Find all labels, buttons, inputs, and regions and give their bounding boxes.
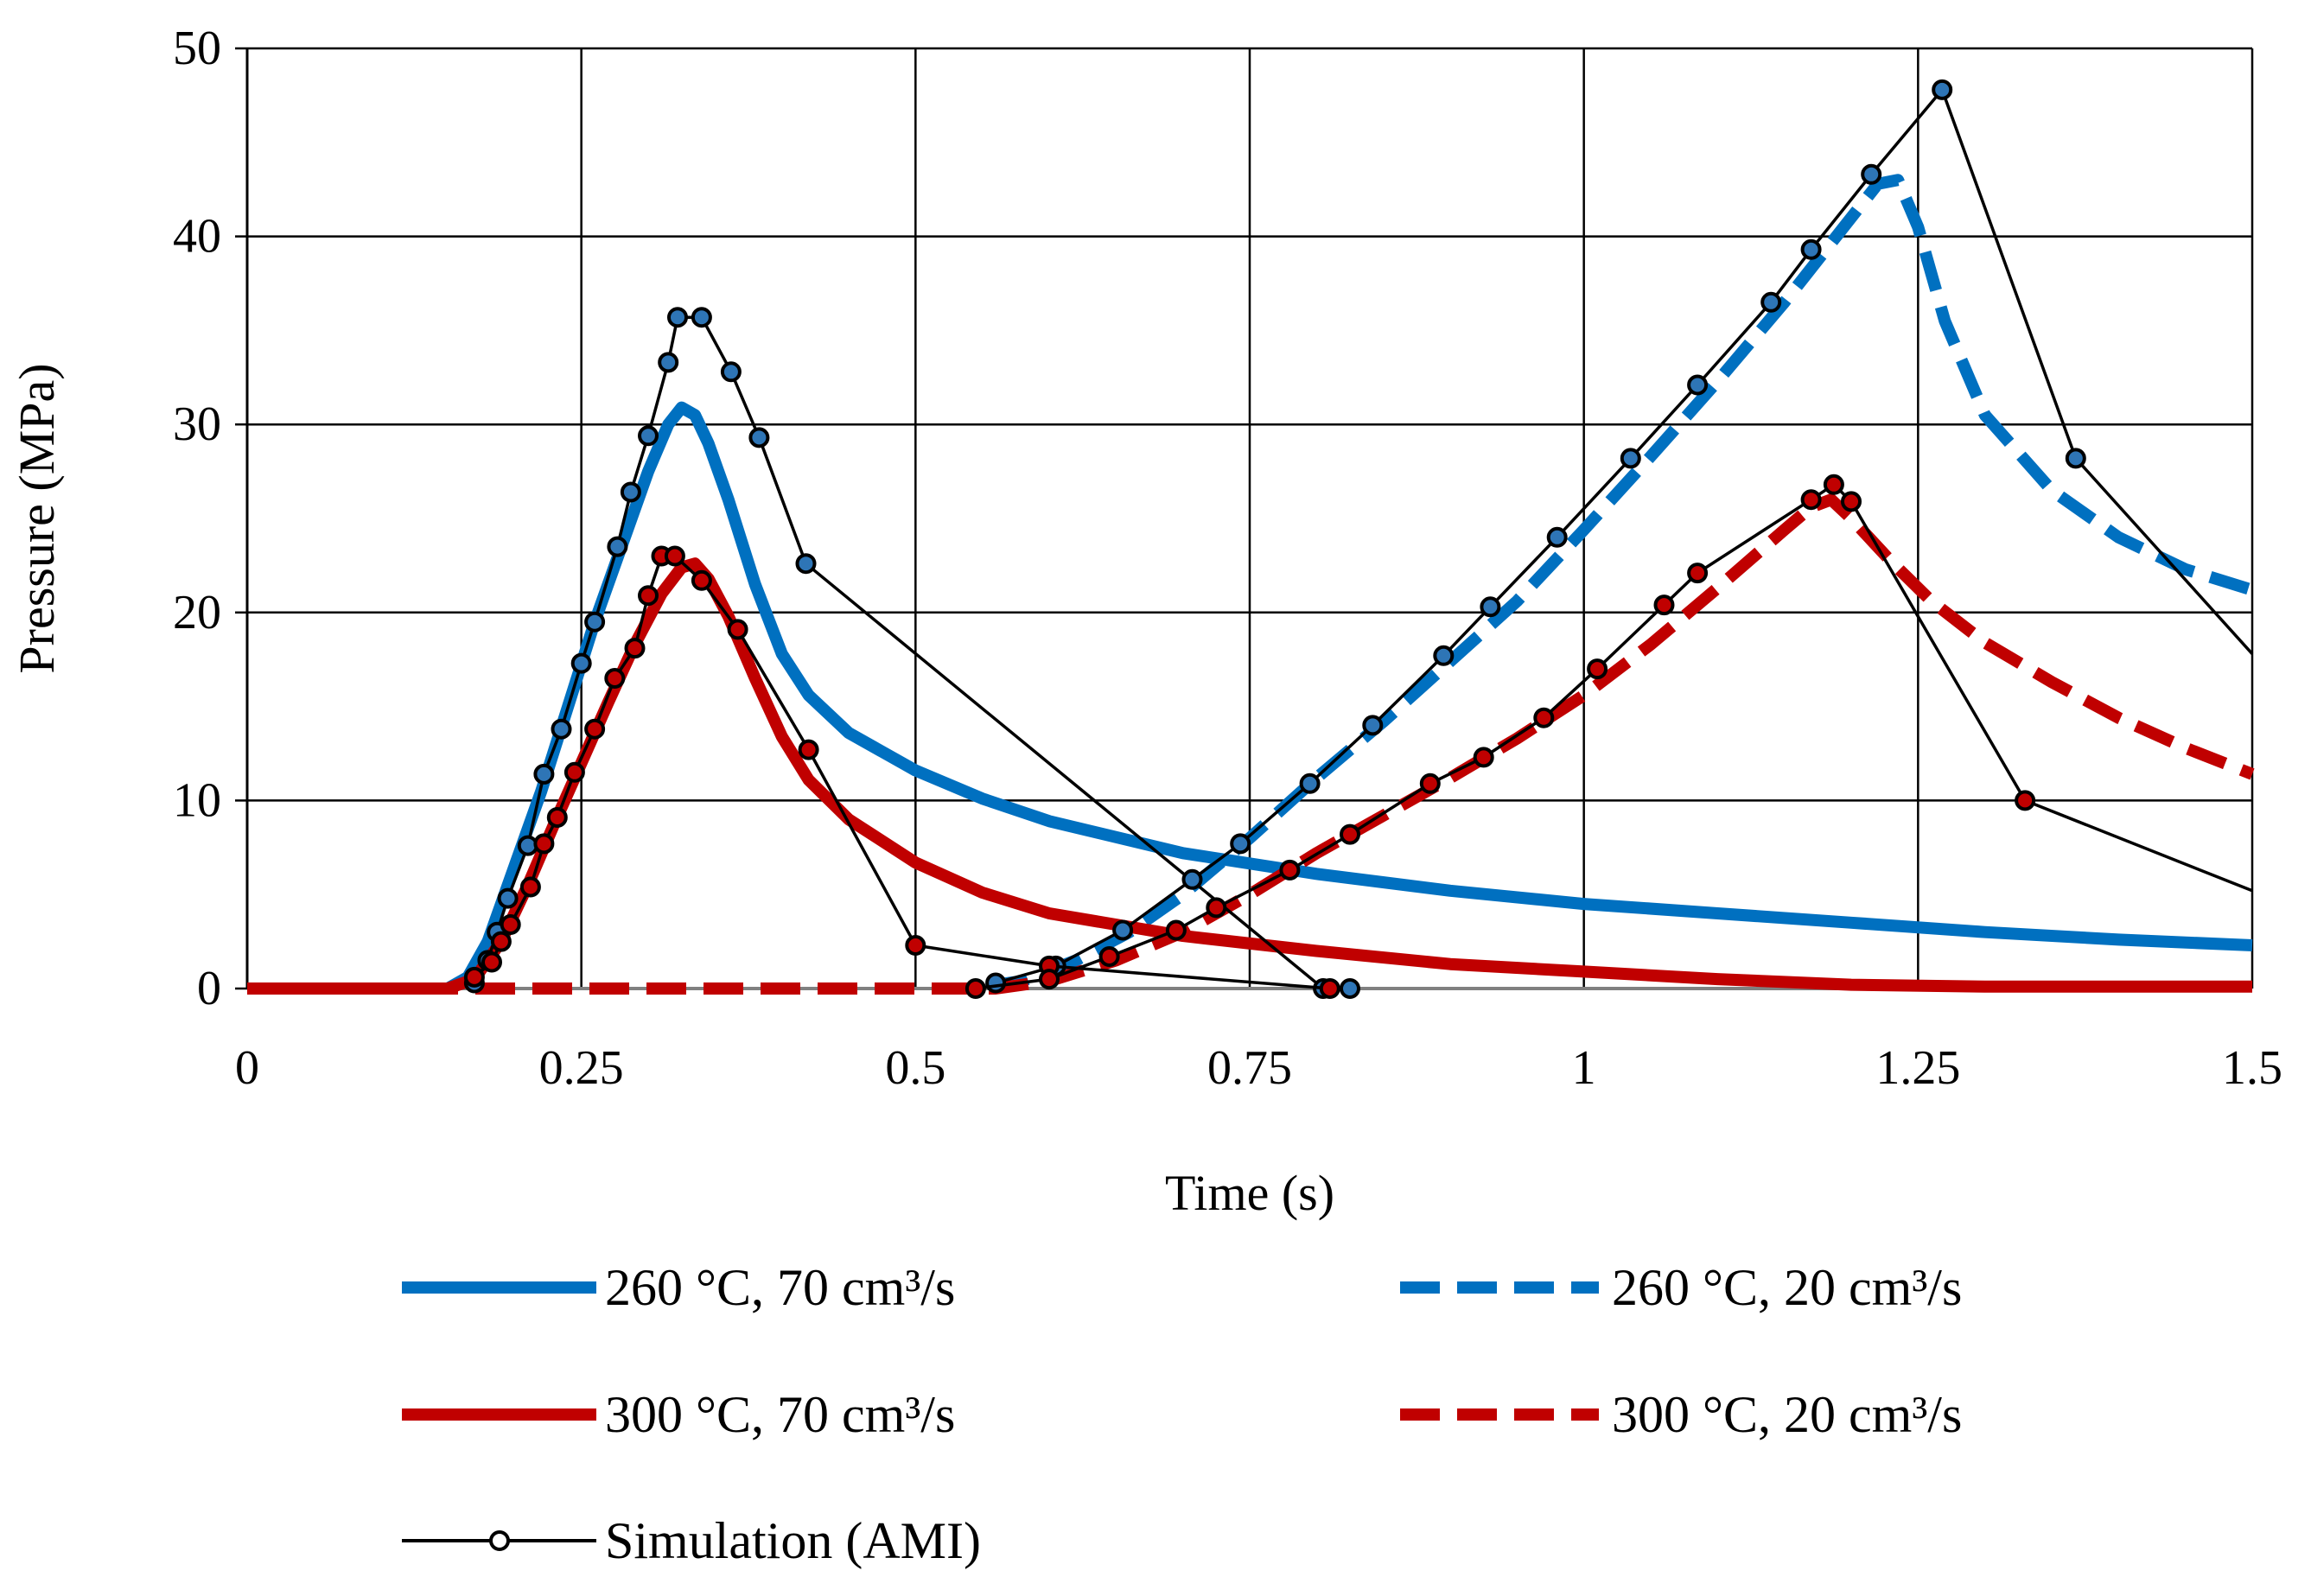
legend-swatch-simulation-marker <box>489 1530 510 1551</box>
x-tick-label: 0.5 <box>885 1041 945 1095</box>
simulation-point <box>1340 978 1360 999</box>
legend: 260 °C, 70 cm³/s 260 °C, 20 cm³/s 300 °C… <box>402 1259 1962 1569</box>
simulation-point <box>691 569 712 591</box>
simulation-line-1 <box>995 88 2254 985</box>
simulation-point <box>1206 897 1227 919</box>
simulation-point <box>1433 645 1455 666</box>
simulation-point <box>1823 474 1844 495</box>
simulation-point <box>546 807 568 828</box>
simulation-point <box>584 611 606 633</box>
y-tick-label: 40 <box>173 210 221 264</box>
simulation-point <box>1362 715 1384 736</box>
simulation-point <box>965 978 986 999</box>
simulation-point <box>664 545 685 567</box>
simulation-point <box>1181 868 1203 890</box>
y-tick-label: 10 <box>173 773 221 827</box>
y-tick-label: 20 <box>173 586 221 639</box>
simulation-point <box>1473 747 1494 768</box>
simulation-point <box>1800 489 1822 511</box>
y-tick-label: 50 <box>173 22 221 75</box>
y-tick-label: 30 <box>173 397 221 451</box>
simulation-point <box>1480 596 1501 618</box>
simulation-point <box>463 966 485 988</box>
simulation-point <box>1533 707 1555 728</box>
legend-entry-300-70: 300 °C, 70 cm³/s <box>402 1386 955 1443</box>
simulation-point <box>658 352 679 373</box>
simulation-point <box>500 914 521 935</box>
simulation-point <box>1165 919 1187 941</box>
simulation-lines <box>463 79 2254 999</box>
legend-label-260-20: 260 °C, 20 cm³/s <box>1612 1259 1962 1316</box>
simulation-point <box>624 638 646 659</box>
legend-entry-simulation: Simulation (AMI) <box>402 1512 981 1569</box>
simulation-point <box>1800 238 1822 260</box>
simulation-point <box>570 652 592 674</box>
legend-entry-300-20: 300 °C, 20 cm³/s <box>1400 1386 1962 1443</box>
simulation-point <box>1687 563 1709 584</box>
simulation-point <box>1299 773 1321 794</box>
simulation-point <box>795 553 817 575</box>
simulation-point <box>691 307 712 328</box>
simulation-point <box>1687 374 1709 396</box>
simulation-point <box>985 972 1007 994</box>
y-tick-label: 0 <box>197 962 221 1015</box>
legend-label-300-20: 300 °C, 20 cm³/s <box>1612 1386 1962 1443</box>
simulation-point <box>604 668 626 689</box>
simulation-point <box>638 425 659 447</box>
simulation-point <box>533 763 555 785</box>
simulation-point <box>1546 526 1568 548</box>
simulation-point <box>638 585 659 607</box>
x-axis-title: Time (s) <box>1165 1165 1334 1221</box>
simulation-point <box>1419 773 1441 794</box>
simulation-point <box>1319 978 1340 999</box>
simulation-point <box>1620 448 1641 469</box>
simulation-point <box>798 739 819 760</box>
x-tick-label: 0.25 <box>539 1041 624 1095</box>
simulation-point <box>1841 491 1862 512</box>
simulation-point <box>497 887 519 909</box>
simulation-point <box>1932 79 1953 100</box>
simulation-point <box>1039 969 1060 990</box>
tick-labels: 0 0.25 0.5 0.75 1 1.25 1.5 0 10 20 30 40 50 <box>173 22 2282 1095</box>
simulation-point <box>1340 823 1360 845</box>
grid <box>245 47 2254 989</box>
legend-entry-260-70: 260 °C, 70 cm³/s <box>402 1259 955 1316</box>
simulation-point <box>2015 790 2036 811</box>
x-tick-label: 0.75 <box>1207 1041 1292 1095</box>
simulation-point <box>720 361 742 383</box>
x-tick-label: 1 <box>1572 1041 1596 1095</box>
simulation-point <box>563 761 585 783</box>
simulation-point <box>1098 946 1120 967</box>
legend-entry-260-20: 260 °C, 20 cm³/s <box>1400 1259 1962 1316</box>
simulation-point <box>667 307 688 328</box>
simulation-point <box>519 876 541 898</box>
simulation-point <box>727 619 748 640</box>
simulation-point <box>1230 833 1251 855</box>
simulation-point <box>1653 595 1675 616</box>
legend-label-simulation: Simulation (AMI) <box>605 1512 981 1569</box>
x-tick-label: 0 <box>235 1041 259 1095</box>
legend-label-300-70: 300 °C, 70 cm³/s <box>605 1386 955 1443</box>
simulation-point <box>490 931 512 952</box>
simulation-point <box>905 935 926 956</box>
x-tick-label: 1.25 <box>1875 1041 1960 1095</box>
simulation-point <box>1279 859 1301 881</box>
simulation-point <box>533 833 555 855</box>
simulation-point <box>481 951 502 973</box>
simulation-point <box>620 481 641 503</box>
simulation-point <box>1861 163 1882 185</box>
simulation-point <box>584 718 606 740</box>
simulation-point <box>2065 448 2086 469</box>
legend-label-260-70: 260 °C, 70 cm³/s <box>605 1259 955 1316</box>
x-tick-label: 1.5 <box>2222 1041 2282 1095</box>
simulation-point <box>748 427 770 448</box>
y-axis-title: Pressure (MPa) <box>9 363 65 673</box>
simulation-point <box>1587 658 1608 680</box>
simulation-point <box>1112 919 1134 941</box>
simulation-point <box>607 536 628 557</box>
simulation-point <box>1760 291 1782 313</box>
simulation-point <box>551 718 572 740</box>
